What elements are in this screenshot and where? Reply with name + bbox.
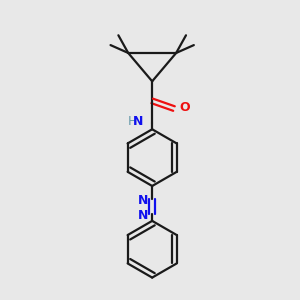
Text: O: O <box>179 101 190 114</box>
Text: N: N <box>138 209 148 222</box>
Text: N: N <box>133 115 143 128</box>
Text: H: H <box>128 115 137 128</box>
Text: N: N <box>138 194 148 207</box>
